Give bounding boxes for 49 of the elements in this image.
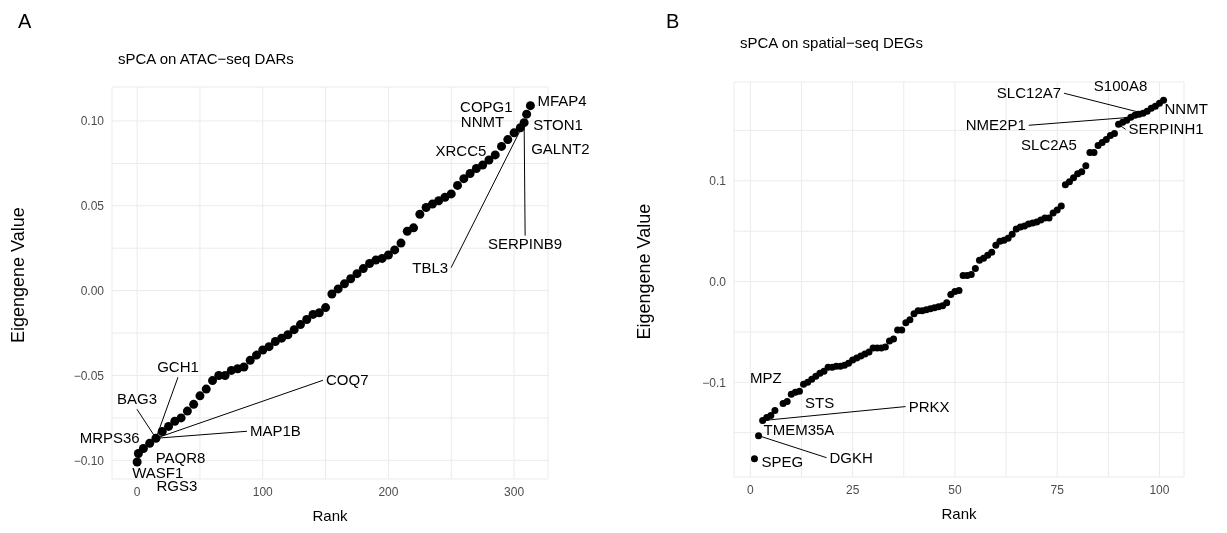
annotation: GALNT2 — [531, 139, 590, 157]
y-tick-label: −0.1 — [702, 375, 727, 390]
annotation: SERPINB9 — [488, 234, 563, 252]
annotation: SLC12A7 — [996, 84, 1062, 102]
annotation: S100A8 — [1093, 77, 1148, 95]
annotation: PRKX — [908, 397, 950, 415]
x-axis-title: Rank — [312, 507, 348, 524]
y-axis-title: Eigengene Value — [634, 203, 655, 340]
annotation: COQ7 — [325, 371, 369, 389]
annotation: GCH1 — [157, 358, 199, 376]
annotation: XRCC5 — [435, 141, 487, 159]
annotation: TMEM35A — [763, 420, 835, 438]
annotation: TBL3 — [412, 258, 449, 276]
annotation: MAP1B — [249, 422, 301, 440]
x-tick-label: 300 — [504, 484, 525, 499]
annotation: NME2P1 — [965, 116, 1026, 134]
x-tick-label: 100 — [1149, 482, 1170, 497]
annotation: MRPS36 — [79, 429, 140, 447]
y-tick-label: −0.05 — [73, 368, 105, 383]
x-tick-label: 0 — [133, 484, 141, 499]
y-tick-label: 0.00 — [80, 283, 105, 298]
annotation: MPZ — [749, 368, 782, 386]
chart-title: sPCA on spatial−seq DEGs — [740, 34, 924, 51]
text: A — [18, 10, 32, 33]
y-axis-title: Eigengene Value — [8, 207, 29, 343]
y-tick-label: −0.10 — [73, 453, 105, 468]
chart-title: sPCA on ATAC−seq DARs — [118, 50, 294, 67]
y-tick-label: 0.05 — [80, 199, 105, 214]
annotation: SPEG — [761, 452, 804, 470]
annotation: NNMT — [1164, 100, 1208, 118]
x-tick-label: 0 — [747, 482, 755, 497]
x-tick-label: 100 — [252, 484, 274, 499]
annotation: STON1 — [533, 115, 583, 133]
annotation: SERPINH1 — [1128, 120, 1204, 138]
x-tick-label: 75 — [1050, 482, 1065, 497]
x-tick-label: 50 — [948, 482, 962, 497]
x-tick-label: 200 — [378, 484, 399, 499]
y-tick-label: 0.10 — [80, 114, 105, 129]
x-axis-title: Rank — [941, 505, 977, 522]
x-tick-label: 25 — [845, 482, 860, 497]
annotation: SLC2A5 — [1021, 135, 1077, 153]
y-tick-label: 0.0 — [709, 274, 727, 289]
annotation: PAQR8 — [155, 449, 206, 467]
annotation: DGKH — [829, 448, 873, 466]
annotation: STS — [805, 393, 835, 411]
text: B — [666, 10, 680, 33]
annotation: MFAP4 — [537, 91, 587, 109]
annotation: BAG3 — [116, 390, 157, 408]
y-tick-label: 0.1 — [709, 174, 727, 189]
